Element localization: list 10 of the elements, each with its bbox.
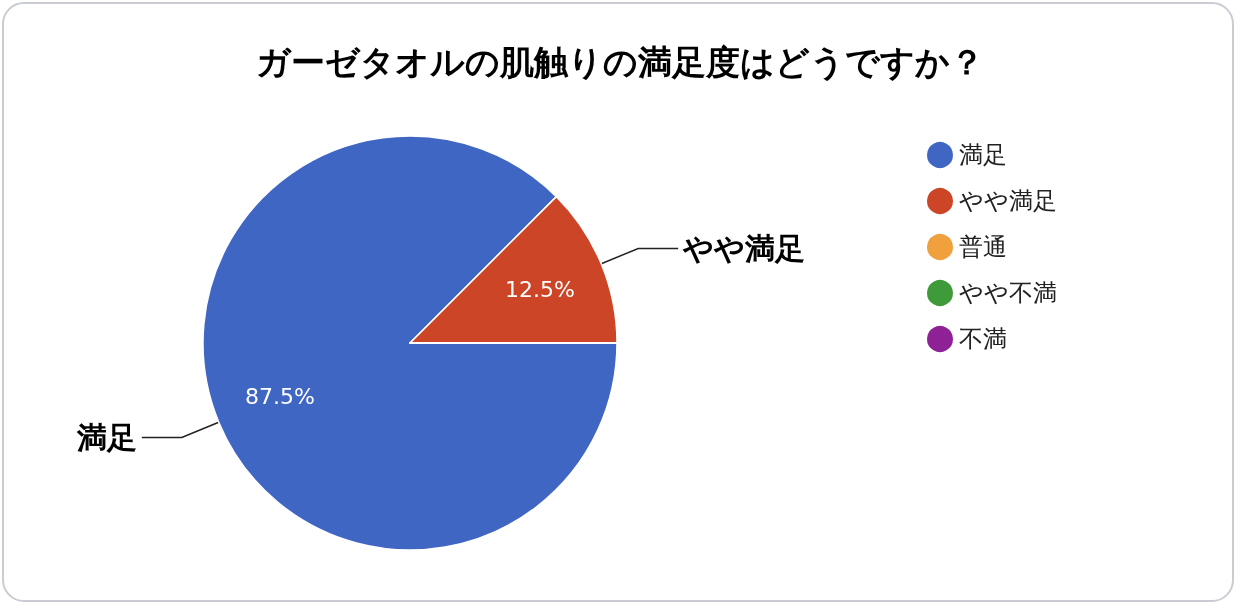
legend-label: やや満足 [959, 187, 1057, 215]
legend-label: 満足 [959, 141, 1007, 169]
data-label: 12.5% [505, 276, 575, 302]
slice-label: やや満足 [682, 230, 806, 266]
legend-label: やや不満 [959, 279, 1057, 307]
slice-label: 満足 [75, 420, 137, 456]
legend-label: 不満 [959, 325, 1007, 353]
chart-title: ガーゼタオルの肌触りの満足度はどうですか？ [256, 42, 984, 82]
data-label: 87.5% [245, 384, 315, 410]
legend-label: 普通 [959, 233, 1007, 261]
